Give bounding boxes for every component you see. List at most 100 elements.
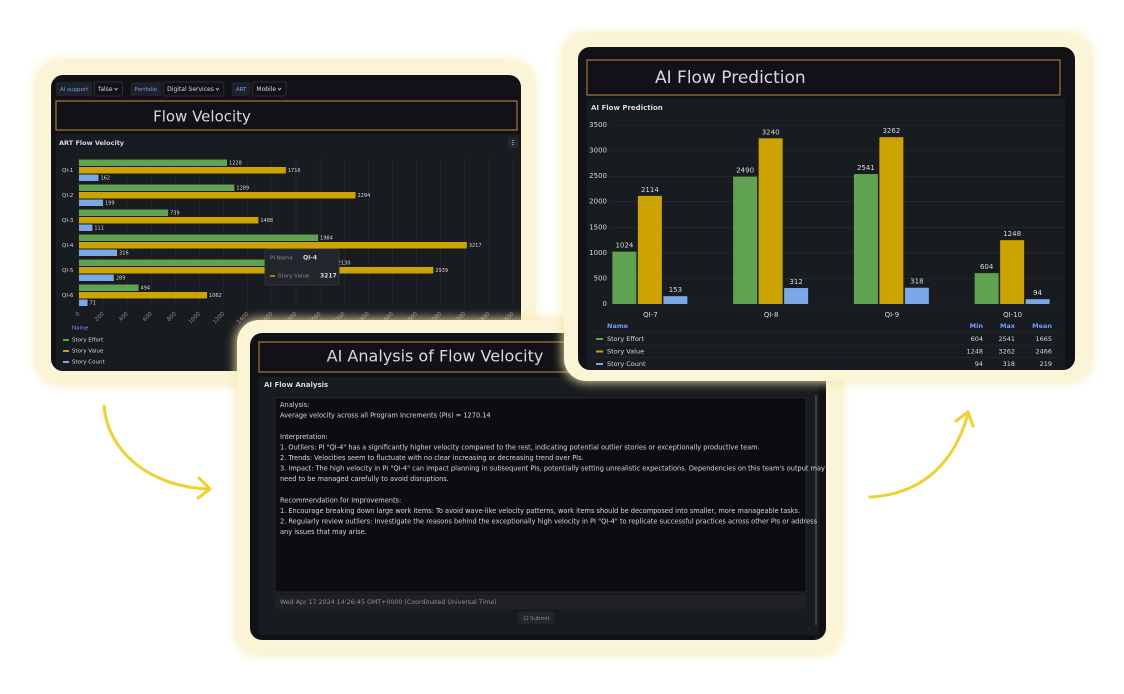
analysis-line: 1. Encourage breaking down large work it… [280,507,800,515]
arrow-left-head [196,476,212,500]
bar [879,137,904,304]
data-label: 2114 [641,186,659,194]
analysis-line: 2. Trends: Velocities seem to fluctuate … [280,454,584,462]
data-label: 2294 [358,193,371,199]
data-label: 494 [141,285,151,291]
section-heading: Interpretation: [280,433,328,441]
data-label: 1488 [260,218,273,224]
analysis-line: 3. Impact: The high velocity in PI "QI-4… [280,465,825,473]
data-label: 1248 [1003,230,1021,238]
legend-stat: 94 [975,360,983,368]
filter-value: false [98,86,113,93]
arrow-right-head [954,410,975,428]
bar [784,288,809,304]
data-label: 1716 [288,168,301,174]
y-tick-label: 3500 [589,121,607,129]
data-label: 318 [910,278,923,286]
bar [79,242,467,249]
bar [79,299,88,306]
legend-label: Story Count [607,360,646,368]
bar [79,199,103,206]
analysis-textarea[interactable] [274,397,807,593]
bar [79,249,118,256]
analysis-line: 1. Outliers: PI "QI-4" has a significant… [280,443,760,451]
arrow-left [102,404,211,491]
legend-stat: 2466 [1035,348,1052,356]
legend-stat: 219 [1040,360,1052,368]
dashboard-header: AI Flow Prediction [655,68,806,88]
data-label: 94 [1033,289,1042,297]
screen-content: AI Analysis of Flow Velocity AI Flow Anal… [258,341,825,635]
data-label: 1289 [236,185,249,191]
legend-stat: 3262 [998,348,1015,356]
bar [79,174,99,181]
bar [79,167,286,174]
y-tick-label: QI-6 [62,293,74,299]
legend-label: Story Effort [72,338,104,344]
dashboard-header: AI Analysis of Flow Velocity [327,347,544,366]
section-heading: Recommendation for Improvements: [280,496,401,504]
screen-content: AI Flow Prediction AI Flow Prediction 0 500… [586,59,1066,370]
card-ai-prediction: AI Flow Prediction AI Flow Prediction 0 500… [562,32,1092,383]
legend-stat: 1248 [966,348,983,356]
arrow-right [868,412,970,499]
timestamp: Wed Apr 17 2024 14:26:45 GMT+0000 (Coord… [280,599,497,606]
bar [663,296,688,304]
data-label: 153 [669,286,682,294]
filter-label-box [231,82,251,96]
data-label: 2939 [435,268,448,274]
tooltip-series: Story Value [278,274,310,280]
data-label: 2130 [338,260,351,266]
timestamp-bar [275,595,806,609]
filter-value: Mobile [256,86,276,93]
y-tick-label: 1500 [589,223,607,231]
data-label: 3217 [469,243,482,249]
bar [79,259,336,266]
bar [79,184,235,191]
data-label: 604 [980,263,994,271]
bar [758,138,783,304]
legend-stat: 318 [1003,360,1015,368]
dropdown-chevron [215,87,220,91]
data-label: 199 [105,200,115,206]
bar [79,224,93,231]
data-label: 2541 [857,164,875,172]
dropdown-chevron [114,87,118,91]
submit-button[interactable] [518,612,554,624]
chart-title: AI Flow Prediction [591,104,663,112]
filter-dropdown[interactable] [162,81,225,97]
analysis-line: need to be managed carefully to avoid di… [280,475,449,483]
submit-label: Submit [530,616,550,622]
bar [79,234,319,241]
data-label: 3240 [762,128,780,136]
data-label: 312 [789,278,802,286]
bar [79,159,228,166]
panel-title: AI Flow Analysis [264,381,328,389]
legend-title: Name [72,326,89,332]
menu-dot [512,143,514,146]
tooltip-key-label: PI Name [270,256,294,262]
menu-dot [512,139,514,142]
filter-dropdown[interactable] [93,81,124,97]
analysis-line: Average velocity across all Program Incr… [280,412,491,420]
filter-label-box [130,82,162,96]
menu-dot [512,141,514,144]
data-label: 289 [116,275,126,281]
data-label: 316 [119,250,129,256]
filter-dropdown[interactable] [251,81,287,97]
header-box [55,100,518,131]
data-label: 3262 [882,127,900,135]
data-label: 739 [170,210,180,216]
x-tick-label: QI-9 [885,311,900,319]
card-flow-velocity: AI support false Portfolio Digital Services… [35,60,535,385]
data-label: 1984 [320,235,333,241]
legend-label: Story Value [607,348,644,356]
data-label: 2490 [736,167,754,175]
data-label: 111 [94,225,104,231]
bar [79,267,434,274]
bar [974,273,999,304]
legend-label: Story Value [72,349,104,355]
bar [79,192,356,199]
